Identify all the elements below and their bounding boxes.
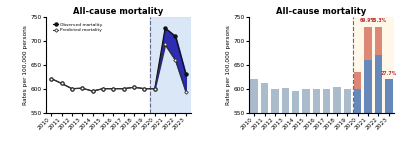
Bar [250, 79, 258, 113]
Bar [150, 17, 191, 113]
Bar [352, 17, 394, 113]
Bar [333, 87, 341, 113]
Title: All-cause mortality: All-cause mortality [73, 7, 164, 16]
Bar [375, 55, 382, 113]
Text: 27.7%: 27.7% [381, 71, 397, 76]
Bar [302, 89, 310, 113]
Bar [271, 89, 279, 113]
Bar [375, 27, 382, 54]
Y-axis label: Rates per 100,000 persons: Rates per 100,000 persons [23, 25, 28, 105]
Bar [292, 91, 299, 113]
Bar [354, 72, 362, 89]
Y-axis label: Rates per 100,000 persons: Rates per 100,000 persons [226, 25, 231, 105]
Bar [385, 79, 392, 113]
Bar [344, 89, 351, 113]
Bar [312, 89, 320, 113]
Bar [282, 88, 289, 113]
Bar [323, 89, 330, 113]
Title: All-cause mortality: All-cause mortality [276, 7, 367, 16]
Bar [364, 60, 372, 113]
Bar [364, 27, 372, 60]
Bar [261, 83, 268, 113]
Legend: Observed mortality, Predicted mortality: Observed mortality, Predicted mortality [51, 21, 104, 34]
Text: 69.9%: 69.9% [360, 18, 376, 23]
Text: 75.3%: 75.3% [370, 18, 386, 23]
Bar [354, 89, 362, 113]
